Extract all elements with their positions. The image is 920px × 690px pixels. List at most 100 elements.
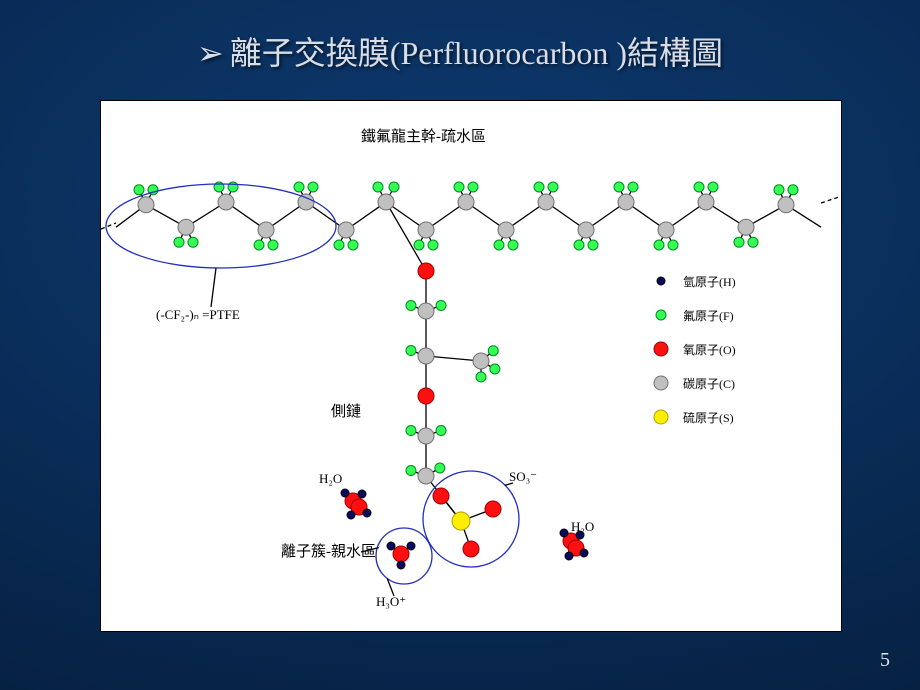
f-atom [436, 301, 446, 311]
f-atom [435, 463, 445, 473]
f-atom [389, 182, 399, 192]
legend-swatch-H [657, 277, 665, 285]
c-atom [218, 194, 234, 210]
f-atom [406, 301, 416, 311]
c-atom [258, 222, 274, 238]
c-atom [378, 194, 394, 210]
f-atom [436, 426, 446, 436]
f-atom [614, 182, 624, 192]
c-atom [138, 197, 154, 213]
bond [821, 197, 839, 203]
h-atom [341, 489, 349, 497]
f-atom [476, 372, 486, 382]
c-atom [178, 219, 194, 235]
o-atom [418, 263, 434, 279]
f-atom [494, 240, 504, 250]
c-atom [738, 219, 754, 235]
o-atom [418, 388, 434, 404]
f-atom [406, 466, 416, 476]
f-atom [490, 364, 500, 374]
molecule-svg: 鐵氟龍主幹-疏水區(-CF₂-)ₙ =PTFE側鏈H₂OH₂OSO₃⁻離子簇-親… [101, 101, 841, 631]
bond [101, 223, 116, 229]
f-atom [668, 240, 678, 250]
s-atom [452, 512, 470, 530]
c-atom [418, 303, 434, 319]
h-atom [560, 529, 568, 537]
o-atom [485, 501, 501, 517]
c-atom [418, 468, 434, 484]
diagram-label: 鐵氟龍主幹-疏水區 [361, 127, 486, 145]
diagram-label: 氫原子(H) [683, 274, 736, 289]
bond [211, 268, 216, 307]
f-atom [628, 182, 638, 192]
f-atom [548, 182, 558, 192]
f-atom [508, 240, 518, 250]
title-part2: )結構圖 [616, 35, 723, 71]
f-atom [534, 182, 544, 192]
f-atom [788, 185, 798, 195]
f-atom [588, 240, 598, 250]
f-atom [348, 240, 358, 250]
h-atom [397, 561, 405, 569]
diagram-label: 離子簇-親水區 [281, 542, 376, 560]
c-atom [578, 222, 594, 238]
h-atom [580, 549, 588, 557]
diagram-label: 側鏈 [331, 403, 361, 420]
bond [386, 202, 426, 271]
diagram-label: H₂O [571, 519, 594, 534]
o-atom [433, 488, 449, 504]
diagram-label: H₂O [319, 471, 342, 486]
h-atom [387, 542, 395, 550]
bullet-arrow: ➢ [197, 35, 224, 71]
f-atom [406, 426, 416, 436]
f-atom [574, 240, 584, 250]
c-atom [473, 353, 489, 369]
o-atom [463, 541, 479, 557]
f-atom [734, 237, 744, 247]
diagram-label: H₃O⁺ [376, 594, 406, 609]
c-atom [618, 194, 634, 210]
o-atom [393, 546, 409, 562]
c-atom [658, 222, 674, 238]
c-atom [298, 194, 314, 210]
c-atom [418, 348, 434, 364]
title-part1: 離子交換膜( [230, 35, 401, 71]
legend-swatch-O [654, 342, 668, 356]
slide-title: ➢離子交換膜(Perfluorocarbon )結構圖 [0, 28, 920, 74]
diagram-label: 碳原子(C) [683, 377, 735, 391]
c-atom [538, 194, 554, 210]
c-atom [338, 222, 354, 238]
f-atom [748, 237, 758, 247]
f-atom [654, 240, 664, 250]
f-atom [694, 182, 704, 192]
f-atom [294, 182, 304, 192]
f-atom [708, 182, 718, 192]
diagram-label: (-CF₂-)ₙ =PTFE [156, 307, 240, 322]
f-atom [774, 185, 784, 195]
f-atom [334, 240, 344, 250]
diagram-canvas: 鐵氟龍主幹-疏水區(-CF₂-)ₙ =PTFE側鏈H₂OH₂OSO₃⁻離子簇-親… [100, 100, 842, 632]
c-atom [418, 428, 434, 444]
f-atom [488, 346, 498, 356]
f-atom [308, 182, 318, 192]
c-atom [418, 222, 434, 238]
f-atom [414, 240, 424, 250]
legend-swatch-F [656, 310, 666, 320]
h-atom [347, 511, 355, 519]
h-atom [363, 509, 371, 517]
page-number: 5 [880, 649, 890, 672]
f-atom [174, 237, 184, 247]
f-atom [468, 182, 478, 192]
f-atom [134, 185, 144, 195]
c-atom [778, 197, 794, 213]
f-atom [373, 182, 383, 192]
f-atom [454, 182, 464, 192]
f-atom [428, 240, 438, 250]
legend-swatch-S [654, 410, 668, 424]
legend-swatch-C [654, 376, 668, 390]
f-atom [188, 237, 198, 247]
h-atom [565, 552, 573, 560]
diagram-label: 氟原子(F) [683, 309, 734, 323]
h-atom [358, 490, 366, 498]
c-atom [498, 222, 514, 238]
